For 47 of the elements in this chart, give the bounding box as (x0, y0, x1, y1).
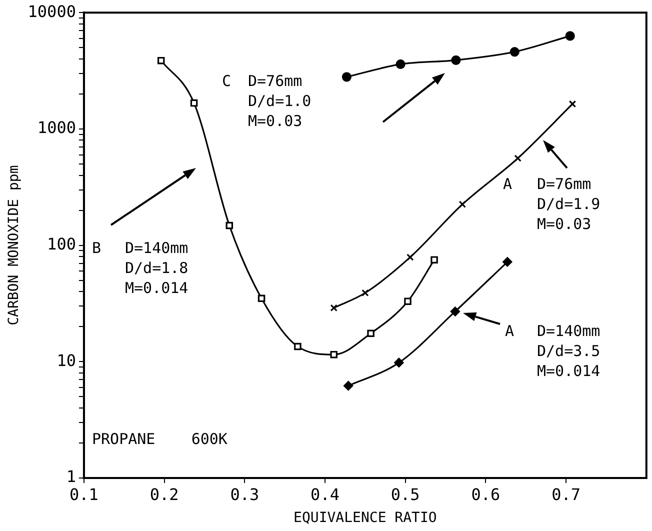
annotation: A (505, 322, 514, 340)
point (396, 59, 406, 70)
y-tick-label: 1000 (37, 118, 76, 138)
point (406, 254, 414, 261)
point (502, 257, 512, 267)
point (190, 99, 198, 107)
y-tick-label: 10 (56, 350, 76, 370)
x-tick-label: 0.1 (70, 484, 98, 504)
x-tick-label: 0.7 (552, 484, 581, 504)
y-tick-label: 100 (47, 234, 76, 254)
x-tick-label: 0.5 (390, 484, 420, 504)
point (430, 256, 438, 264)
point (404, 298, 412, 305)
annotation: D=140mm D/d=1.8 M=0.014 (125, 238, 188, 297)
point (451, 55, 461, 65)
point (394, 358, 404, 368)
point (510, 47, 520, 57)
y-tick-label: 1 (66, 467, 76, 486)
annotation: A (503, 174, 512, 193)
point (450, 306, 460, 316)
point (367, 330, 374, 337)
annotation: PROPANE 600K (92, 430, 228, 448)
point (362, 289, 369, 297)
annotation: D=76mm D/d=1.0 M=0.03 (248, 72, 312, 130)
x-tick-label: 0.3 (230, 484, 260, 504)
y-tick-label: 10000 (28, 2, 76, 21)
point (568, 100, 576, 108)
point (458, 200, 466, 208)
point (157, 56, 165, 64)
point (342, 72, 352, 82)
x-tick-label: 0.6 (471, 484, 500, 504)
annotation: D=76mm D/d=1.9 M=0.03 (537, 174, 600, 233)
point (514, 154, 522, 162)
x-tick-label: 0.4 (310, 484, 340, 504)
point (330, 304, 338, 312)
point (258, 294, 266, 302)
x-axis-title: EQUIVALENCE RATIO (294, 510, 437, 526)
annotation: D=140mm D/d=3.5 M=0.014 (537, 322, 600, 380)
annotation: B (92, 238, 102, 257)
point (330, 350, 338, 358)
point (294, 342, 302, 350)
y-axis-title: CARBON MONOXIDE ppm (6, 165, 22, 326)
point (226, 222, 234, 230)
annotation: C (222, 72, 232, 90)
point (344, 381, 354, 391)
point (565, 31, 575, 41)
x-tick-label: 0.2 (150, 484, 179, 504)
